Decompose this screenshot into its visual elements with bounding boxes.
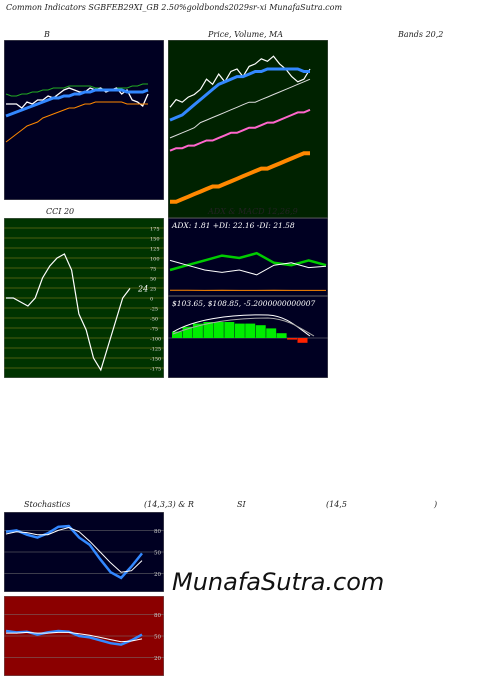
cci-tick-label: 25: [150, 287, 156, 293]
price-ma-ma-white-line: [169, 78, 311, 139]
price-ma-ma-blue-line: [169, 67, 310, 122]
cci-tick-label: 100: [150, 257, 160, 263]
cci-tick-label: -150: [150, 357, 161, 363]
stochastics-title: Stochastics: [24, 500, 71, 509]
stochastics-tick-label: 20: [154, 572, 161, 578]
stochastics-panel: 80 50 20: [4, 512, 164, 592]
cci-tick-label: -25: [150, 307, 158, 313]
macd-histogram-bar: [266, 328, 277, 338]
adx-minus-di-line: [169, 259, 327, 276]
bollinger-lower-line: [5, 101, 148, 143]
price-ma-title: Price, Volume, MA: [208, 30, 284, 39]
adx-plus-di-line: [169, 251, 327, 272]
bollinger-title-right: Bands 20,2: [398, 30, 444, 39]
rsi-params-close: ): [434, 500, 438, 509]
macd-signal-line: [172, 317, 315, 337]
stochastics-k-line: [5, 524, 143, 580]
cci-tick-label: -100: [150, 337, 161, 343]
rsi-tick-label: 50: [154, 635, 161, 641]
price-ma-ma-pink-line: [169, 108, 311, 152]
macd-panel: $103.65, $108.85, -5.2000000000007: [168, 296, 328, 378]
macd-histogram-bar: [276, 333, 287, 338]
macd-histogram-bar: [255, 325, 266, 338]
cci-title: CCI 20: [46, 207, 75, 216]
stochastics-params: (14,3,3) & R: [144, 500, 194, 509]
price-ma-ma-orange-line: [170, 151, 310, 204]
adx-macd-title: ADX & MACD 12,26,9: [208, 207, 298, 216]
macd-histogram-bar: [287, 338, 298, 340]
bollinger-upper-line: [5, 83, 148, 97]
cci-tick-label: 175: [150, 227, 160, 233]
cci-line: [6, 253, 131, 372]
rsi-tick-label: 20: [154, 656, 161, 662]
cci-tick-label: -75: [150, 327, 158, 333]
macd-histogram-bar: [245, 323, 256, 338]
bollinger-middle-line: [5, 88, 149, 118]
macd-histogram-bar: [203, 322, 214, 338]
cci-tick-label: 50: [150, 277, 156, 283]
cci-tick-label: -175: [150, 367, 161, 373]
macd-histogram-bar: [172, 331, 182, 338]
macd-histogram-bar: [213, 322, 224, 338]
cci-tick-label: 150: [150, 237, 160, 243]
rsi-params: (14,5: [326, 500, 347, 509]
cci-tick-label: 75: [150, 267, 156, 273]
stochastics-d-line: [5, 526, 143, 573]
bollinger-title-left: B: [44, 30, 50, 39]
macd-histogram-bar: [182, 326, 193, 338]
cci-tick-label: -125: [150, 347, 161, 353]
stochastics-tick-label: 50: [154, 551, 161, 557]
cci-panel: 175 150 125 100 75 50 25 0 -25 -50 -75 -100 -125 -150…: [4, 218, 164, 378]
stochastics-tick-label: 80: [154, 529, 161, 535]
bollinger-panel: [4, 40, 164, 200]
adx-panel: ADX: 1.81 +DI: 22.16 -DI: 21.58: [168, 218, 328, 296]
watermark: MunafaSutra.com: [172, 568, 385, 596]
rsi-tick-label: 80: [154, 613, 161, 619]
cci-last-value: 24: [137, 284, 148, 293]
rsi-panel: 80 50 20: [4, 596, 164, 676]
cci-tick-label: -50: [150, 317, 158, 323]
cci-tick-label: 125: [150, 247, 160, 253]
rsi-mrsi-line: [6, 631, 143, 643]
rsi-title: SI: [237, 500, 246, 509]
macd-histogram-bar: [234, 323, 245, 338]
cci-tick-label: 0: [150, 297, 153, 303]
macd-readout: $103.65, $108.85, -5.2000000000007: [172, 299, 316, 308]
macd-histogram-bar: [192, 323, 203, 338]
macd-histogram-bar: [224, 322, 235, 338]
chart-header: Common Indicators SGBFEB29XI_GB 2.50%gol…: [6, 3, 343, 12]
price-ma-panel: [168, 40, 328, 218]
macd-histogram-bar: [297, 338, 308, 343]
adx-readout: ADX: 1.81 +DI: 22.16 -DI: 21.58: [171, 221, 295, 230]
